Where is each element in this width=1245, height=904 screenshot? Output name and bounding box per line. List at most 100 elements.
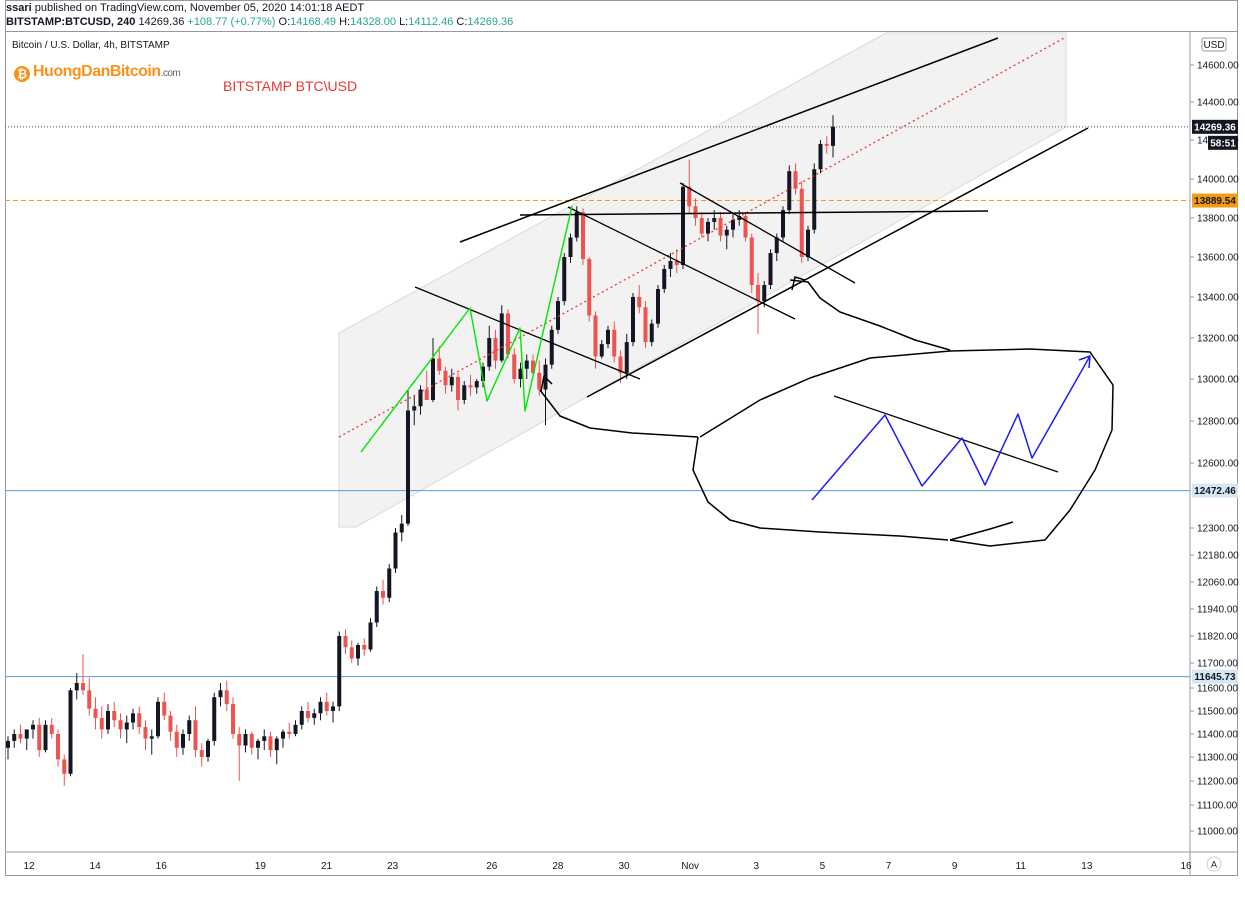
time-tick-label: 26	[486, 861, 498, 872]
publish-info: ssari published on TradingView.com, Nove…	[6, 2, 364, 14]
candle	[437, 346, 442, 375]
close-value: 14269.36	[467, 16, 514, 28]
candle	[68, 688, 73, 777]
time-tick-label: 16	[1180, 861, 1192, 872]
candle-body	[387, 568, 392, 598]
candle-body	[712, 218, 717, 222]
candle-body	[531, 360, 535, 373]
price-tick-label: 12300.00	[1197, 524, 1239, 535]
candle	[731, 214, 735, 238]
candle-body	[156, 701, 160, 737]
price-tick-label: 12180.00	[1197, 551, 1239, 562]
candle	[362, 638, 367, 657]
candle-body	[581, 212, 585, 259]
candle	[218, 683, 223, 707]
candle	[587, 257, 592, 322]
candle-body	[93, 708, 98, 718]
close-label: C:	[456, 16, 468, 28]
candle	[193, 706, 198, 757]
candle	[518, 362, 523, 388]
candle-body	[181, 734, 185, 748]
candle	[118, 713, 123, 739]
candle	[306, 701, 310, 723]
candle	[37, 717, 42, 757]
candle-body	[31, 724, 35, 730]
candle-body	[431, 358, 435, 400]
candle-body	[568, 237, 573, 257]
candle	[699, 212, 704, 238]
candle-body	[356, 645, 360, 659]
candle-body	[212, 697, 217, 741]
brand-logo: ₿ HuongDanBitcoin.com	[14, 63, 181, 82]
time-tick-label: 30	[618, 861, 630, 872]
candle	[412, 395, 417, 426]
candle	[56, 729, 60, 767]
candle-body	[424, 389, 429, 400]
candle	[268, 731, 273, 757]
candle	[131, 708, 135, 730]
candle-body	[187, 720, 192, 734]
candle-body	[56, 734, 60, 760]
time-tick-label: 16	[156, 861, 168, 872]
candle	[49, 717, 54, 739]
candle-body	[599, 344, 604, 357]
time-tick-label: 12	[23, 861, 35, 872]
price-tick-label: 11940.00	[1197, 605, 1238, 616]
candle-body	[231, 704, 235, 734]
candle-body	[193, 720, 198, 751]
candle	[449, 368, 454, 392]
candle	[606, 325, 610, 349]
candle-body	[812, 169, 817, 230]
candle-body	[481, 366, 485, 382]
chart-symbol-title[interactable]: Bitcoin / U.S. Dollar, 4h, BITSTAMP	[12, 40, 170, 51]
candle	[137, 706, 142, 734]
candle-body	[724, 229, 729, 236]
candle-body	[106, 711, 110, 730]
candle	[349, 640, 354, 663]
candle-body	[331, 706, 335, 711]
candle	[537, 360, 542, 396]
price-change: +108.77 (+0.77%)	[187, 16, 276, 28]
candle-body	[299, 711, 304, 725]
candle-body	[268, 736, 273, 751]
pattern-resistance	[833, 395, 1059, 473]
candle-body	[174, 731, 179, 748]
time-tick-label: 5	[820, 861, 826, 872]
time-tick-label: 3	[753, 861, 759, 872]
candle	[74, 673, 79, 700]
price-tick-label: 12800.00	[1197, 417, 1239, 428]
candle-body	[62, 759, 67, 774]
candle-body	[681, 186, 685, 265]
candle-body	[668, 261, 673, 269]
price-label-box	[1192, 483, 1238, 498]
candle	[824, 136, 829, 154]
candle	[812, 163, 817, 234]
candle	[468, 374, 473, 396]
ellipse-right	[699, 348, 1114, 547]
low-label: L:	[399, 16, 409, 28]
candle	[418, 385, 423, 415]
candle-body	[468, 385, 473, 388]
high-label: H:	[339, 16, 351, 28]
price-tick-label: 14000.00	[1197, 175, 1239, 186]
candle-body	[37, 724, 42, 751]
candle	[6, 736, 10, 760]
candle-body	[68, 690, 73, 774]
candle-body	[49, 724, 54, 734]
currency-box	[1201, 37, 1227, 52]
symbol-label[interactable]: BITSTAMP:BTCUSD, 240	[6, 16, 136, 28]
candle	[662, 265, 667, 293]
price-tick-label: 13400.00	[1197, 293, 1239, 304]
candle-body	[43, 724, 48, 751]
candle	[643, 301, 648, 349]
candle-body	[474, 381, 479, 388]
candle-body	[343, 636, 348, 648]
candle-body	[362, 645, 367, 650]
candle	[793, 163, 798, 195]
candle-body	[756, 285, 760, 302]
publisher-name[interactable]: ssari	[6, 2, 32, 14]
candle-body	[418, 389, 423, 407]
candle-body	[131, 713, 135, 723]
candle	[706, 218, 710, 242]
